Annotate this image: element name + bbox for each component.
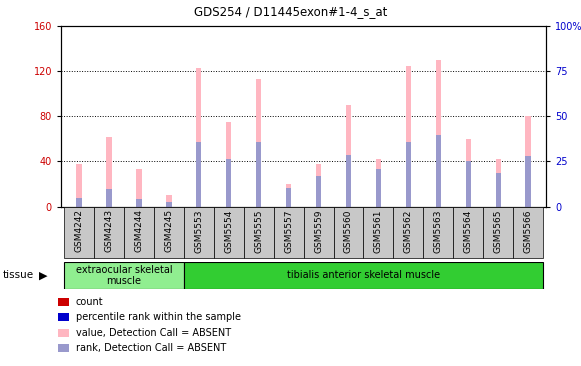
Bar: [465, 139, 471, 207]
Bar: [184, 262, 543, 289]
Bar: [346, 105, 351, 207]
Bar: [376, 169, 381, 207]
Bar: [106, 189, 112, 207]
Text: GSM5557: GSM5557: [284, 209, 293, 253]
Bar: [406, 142, 411, 207]
Bar: [76, 198, 82, 207]
Text: GSM5562: GSM5562: [404, 209, 413, 253]
Bar: [465, 161, 471, 207]
Text: GSM5554: GSM5554: [224, 209, 233, 253]
Bar: [333, 207, 364, 258]
Text: tibialis anterior skeletal muscle: tibialis anterior skeletal muscle: [287, 270, 440, 280]
Bar: [424, 207, 453, 258]
Bar: [376, 159, 381, 207]
Bar: [496, 159, 501, 207]
Bar: [453, 207, 483, 258]
Text: GSM4242: GSM4242: [74, 209, 84, 252]
Bar: [136, 169, 142, 207]
Bar: [76, 164, 82, 207]
Bar: [303, 207, 333, 258]
Text: tissue: tissue: [3, 270, 34, 280]
Bar: [166, 195, 171, 207]
Bar: [256, 142, 261, 207]
Text: percentile rank within the sample: percentile rank within the sample: [76, 312, 241, 322]
Bar: [525, 156, 531, 207]
Bar: [64, 262, 184, 289]
Bar: [166, 202, 171, 207]
Bar: [214, 207, 243, 258]
Text: GDS254 / D11445exon#1-4_s_at: GDS254 / D11445exon#1-4_s_at: [194, 5, 387, 19]
Bar: [286, 187, 291, 207]
Text: GSM4244: GSM4244: [134, 209, 144, 252]
Bar: [496, 173, 501, 207]
Bar: [64, 207, 94, 258]
Text: rank, Detection Call = ABSENT: rank, Detection Call = ABSENT: [76, 343, 226, 353]
Text: GSM5553: GSM5553: [194, 209, 203, 253]
Bar: [286, 184, 291, 207]
Text: GSM5565: GSM5565: [494, 209, 503, 253]
Bar: [243, 207, 274, 258]
Bar: [184, 207, 214, 258]
Text: GSM5563: GSM5563: [434, 209, 443, 253]
Text: ▶: ▶: [39, 270, 48, 280]
Bar: [346, 155, 351, 207]
Bar: [483, 207, 513, 258]
Text: GSM5564: GSM5564: [464, 209, 473, 253]
Bar: [196, 142, 202, 207]
Bar: [436, 135, 441, 207]
Bar: [406, 66, 411, 207]
Bar: [316, 176, 321, 207]
Bar: [106, 137, 112, 207]
Text: GSM4243: GSM4243: [105, 209, 113, 253]
Bar: [274, 207, 303, 258]
Bar: [436, 60, 441, 207]
Bar: [154, 207, 184, 258]
Text: extraocular skeletal
muscle: extraocular skeletal muscle: [76, 265, 172, 286]
Bar: [393, 207, 424, 258]
Bar: [94, 207, 124, 258]
Bar: [226, 159, 231, 207]
Text: count: count: [76, 297, 103, 307]
Bar: [196, 67, 202, 207]
Text: GSM5559: GSM5559: [314, 209, 323, 253]
Text: GSM5555: GSM5555: [254, 209, 263, 253]
Text: GSM5561: GSM5561: [374, 209, 383, 253]
Bar: [226, 122, 231, 207]
Bar: [364, 207, 393, 258]
Bar: [316, 164, 321, 207]
Bar: [136, 199, 142, 207]
Text: GSM4245: GSM4245: [164, 209, 173, 253]
Bar: [256, 79, 261, 207]
Bar: [525, 116, 531, 207]
Text: value, Detection Call = ABSENT: value, Detection Call = ABSENT: [76, 328, 231, 338]
Bar: [124, 207, 154, 258]
Bar: [513, 207, 543, 258]
Text: GSM5560: GSM5560: [344, 209, 353, 253]
Text: GSM5566: GSM5566: [523, 209, 533, 253]
